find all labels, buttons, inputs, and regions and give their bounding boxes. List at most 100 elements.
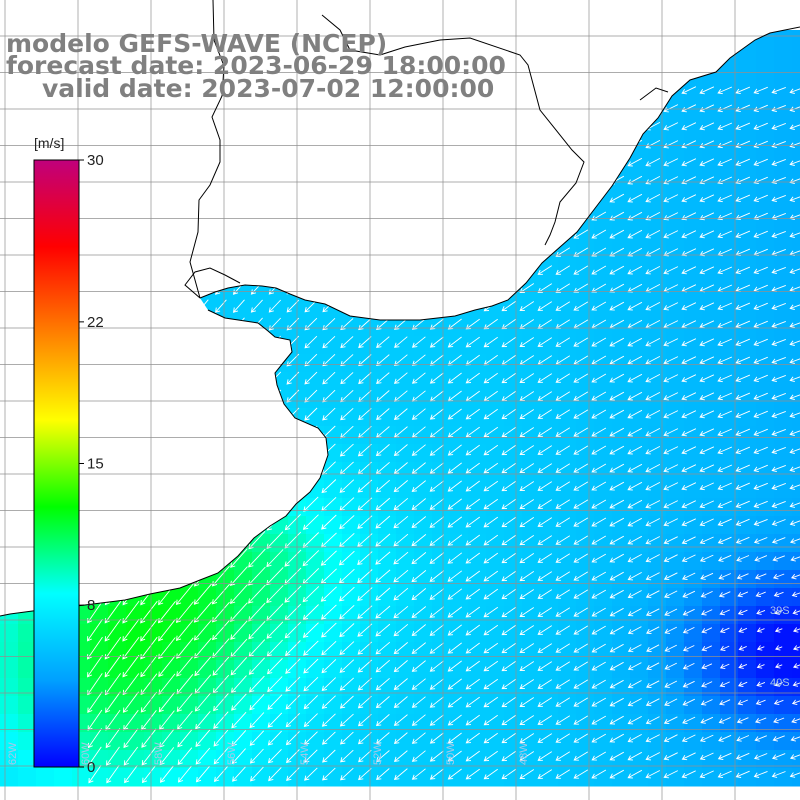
wind-arrow [501,570,517,582]
wind-cell [396,444,415,463]
wind-cell [558,318,577,337]
wind-cell [432,714,451,733]
wind-arrow [609,733,625,743]
wind-cell [612,498,631,517]
wind-cell [594,696,613,715]
wind-arrow [735,104,751,113]
wind-arrow [230,656,248,676]
wind-cell [468,516,487,535]
wind-arrow [609,247,625,257]
wind-cell [378,462,397,481]
wind-arrow [501,606,517,618]
wind-cell [612,480,631,499]
wind-cell [702,624,721,643]
wind-cell [702,426,721,445]
wind-arrow [663,716,678,725]
wind-cell [234,678,253,697]
wind-cell [216,660,235,679]
wind-cell [90,660,109,679]
colorbar-tick-label: 0 [87,759,95,776]
wind-arrow [465,498,481,510]
wind-arrow [213,766,228,783]
wind-cell [630,480,649,499]
wind-cell [702,390,721,409]
wind-cell [144,768,163,787]
wind-cell [738,300,757,319]
wind-arrow [555,679,571,689]
wind-arrow [591,769,607,779]
wind-cell [180,588,199,607]
wind-arrow [322,749,336,763]
wind-arrow [284,513,301,531]
wind-arrow [376,354,390,366]
wind-arrow [537,337,553,347]
wind-cell [738,552,757,571]
wind-arrow [339,623,355,638]
wind-arrow [555,373,571,383]
wind-arrow [501,300,517,312]
wind-arrow [754,555,768,562]
wind-cell [378,678,397,697]
wind-arrow [429,714,444,726]
wind-cell [378,750,397,769]
wind-arrow [789,448,800,454]
wind-cell [396,642,415,661]
wind-cell [432,444,451,463]
wind-cell [702,210,721,229]
wind-arrow [447,660,462,672]
wind-cell [774,156,793,175]
wind-arrow [501,768,517,780]
wind-cell [486,444,505,463]
wind-cell [468,372,487,391]
wind-cell [468,714,487,733]
lon-label: 60W [80,742,92,765]
wind-cell [774,516,793,535]
wind-arrow [339,659,355,673]
wind-cell [774,534,793,553]
wind-cell [90,624,109,643]
wind-arrow [627,463,643,473]
wind-arrow [393,714,408,726]
wind-arrow [627,644,642,653]
wind-cell [720,354,739,373]
wind-arrow [591,697,607,707]
wind-arrow [501,336,517,348]
wind-cell [702,354,721,373]
wind-cell [540,768,559,787]
wind-cell [594,678,613,697]
wind-cell [252,570,271,589]
wind-arrow [717,212,733,221]
wind-cell [378,354,397,373]
wind-cell [522,732,541,751]
wind-arrow [681,752,696,761]
wind-cell [324,660,343,679]
wind-arrow [735,500,750,509]
wind-cell [540,678,559,697]
wind-arrow [537,679,553,689]
wind-arrow [609,373,625,383]
wind-arrow [304,335,318,349]
wind-arrow [700,572,714,580]
wind-arrow [609,715,624,725]
wind-cell [450,498,469,517]
wind-cell [414,444,433,463]
title-valid-date: valid date: 2023-07-02 12:00:00 [42,74,495,103]
wind-cell [234,660,253,679]
wind-arrow [231,693,247,711]
wind-arrow [177,765,192,783]
wind-arrow [699,212,715,221]
wind-cell [522,570,541,589]
wind-cell [540,372,559,391]
wind-cell [450,318,469,337]
wind-cell [594,426,613,445]
wind-cell [360,768,379,787]
wind-cell [144,678,163,697]
wind-arrow [302,604,319,621]
wind-arrow [537,481,553,491]
wind-cell [666,426,685,445]
wind-cell [432,678,451,697]
wind-arrow [735,212,751,221]
wind-cell [234,624,253,643]
colorbar-unit: [m/s] [34,135,64,151]
wind-cell [504,768,523,787]
